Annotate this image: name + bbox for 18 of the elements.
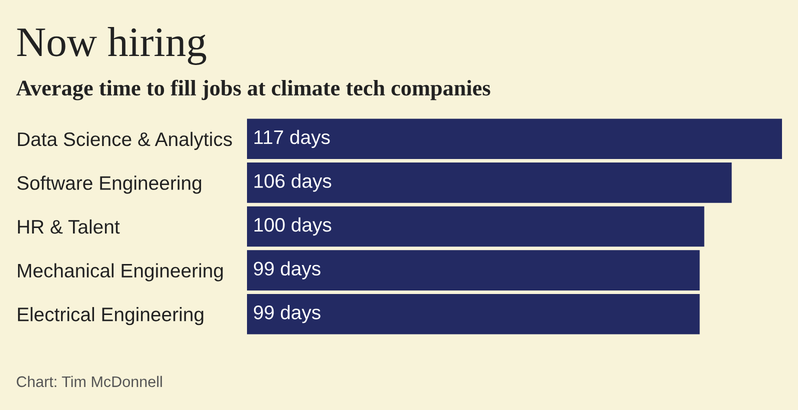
y-tick-label: HR & Talent (18, 219, 120, 234)
chart-subtitle: Average time to fill jobs at climate tech companies (16, 80, 490, 100)
data-label: 117 days (254, 130, 330, 148)
y-tick-label: Mechanical Engineering (18, 263, 223, 282)
data-label: 100 days (254, 217, 332, 236)
data-label: 99 days (254, 305, 320, 324)
bar (247, 294, 700, 334)
text: Chart: Tim McDonnell (16, 376, 162, 388)
bar (247, 250, 700, 290)
data-label: 106 days (254, 174, 332, 192)
data-label: 99 days (254, 261, 320, 280)
y-tick-label: Software Engineering (17, 176, 202, 194)
y-tick-label: Electrical Engineering (18, 307, 204, 326)
chart-title: Now hiring (17, 27, 206, 65)
bar (247, 162, 732, 203)
y-tick-label: Data Science & Analytics (18, 132, 232, 150)
bar (247, 118, 782, 160)
bar (247, 206, 704, 247)
